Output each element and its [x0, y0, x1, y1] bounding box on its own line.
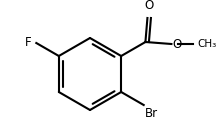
- Text: Br: Br: [145, 107, 158, 120]
- Text: F: F: [25, 36, 31, 50]
- Text: O: O: [144, 0, 153, 12]
- Text: O: O: [172, 38, 182, 51]
- Text: CH₃: CH₃: [198, 39, 217, 49]
